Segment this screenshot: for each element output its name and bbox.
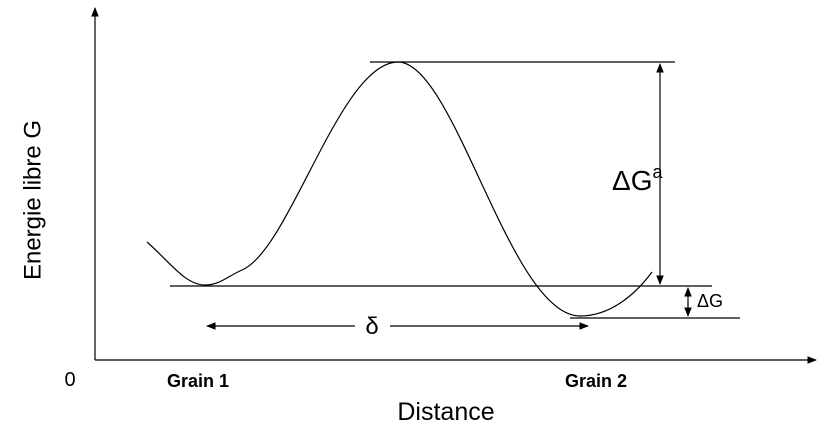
energy-curve — [146, 61, 653, 317]
barrier-symbol: ΔG — [612, 165, 652, 196]
barrier-label: ΔGa — [612, 162, 663, 196]
barrier-superscript: a — [652, 162, 663, 182]
y-axis-label: Energie libre G — [19, 120, 46, 280]
origin-label: 0 — [64, 369, 75, 391]
grain-1-label: Grain 1 — [167, 371, 229, 391]
grain-2-label: Grain 2 — [565, 371, 627, 391]
x-axis-label: Distance — [397, 398, 494, 426]
delta-label: δ — [365, 313, 378, 340]
delta-g-label: ΔG — [697, 291, 723, 311]
